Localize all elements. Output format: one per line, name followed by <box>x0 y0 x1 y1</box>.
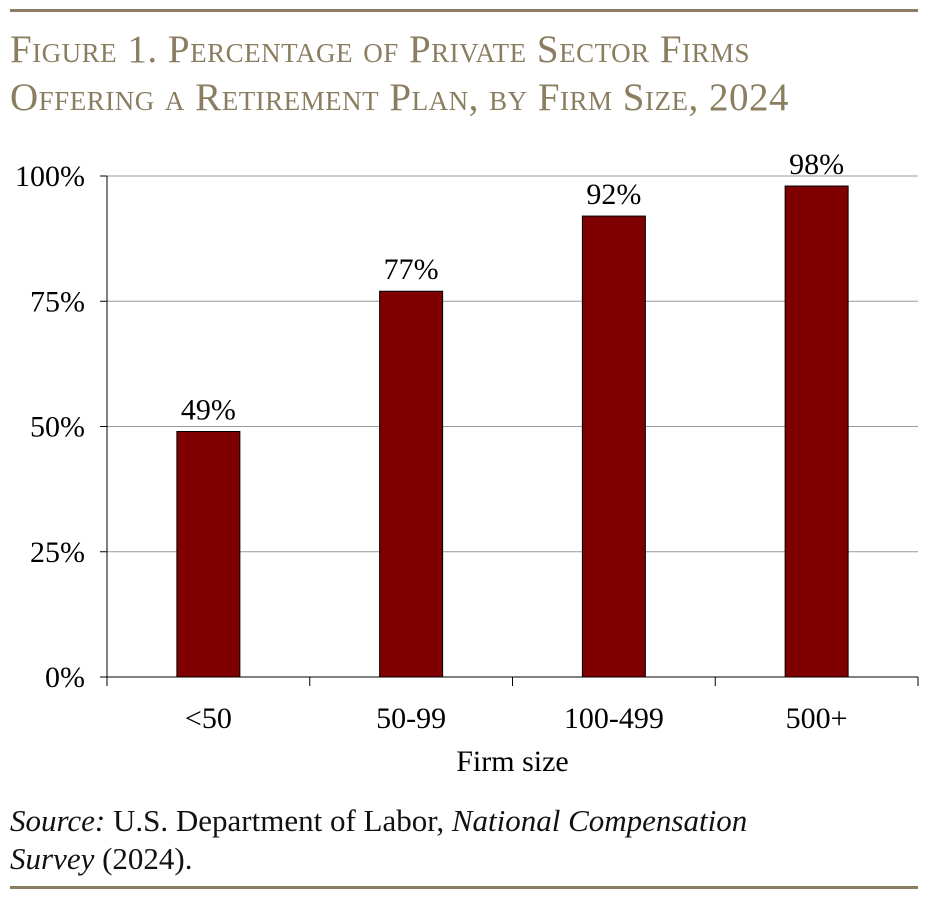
data-label: 92% <box>586 178 641 211</box>
figure-title-line-2: Offering a Retirement Plan, by Firm Size… <box>10 76 789 119</box>
data-label: 77% <box>384 253 439 286</box>
y-tick-label: 100% <box>15 160 85 193</box>
x-tick-label: 100-499 <box>564 702 664 735</box>
data-label: 49% <box>181 394 236 427</box>
y-tick-label: 25% <box>30 536 85 569</box>
y-tick-label: 50% <box>30 411 85 444</box>
y-tick-label: 75% <box>30 285 85 318</box>
labels: 49% <50 77% 50-99 92% 100-499 98% 500+ Firm size <box>181 148 848 778</box>
source-note: Source: U.S. Department of Labor, Nation… <box>10 802 918 878</box>
bar <box>176 431 241 678</box>
gridlines <box>107 175 918 553</box>
data-label: 98% <box>789 148 844 181</box>
bottom-rule <box>10 886 918 889</box>
y-tick-label: 0% <box>45 661 85 694</box>
figure-title: Figure 1. Percentage of Private Sector F… <box>10 26 918 122</box>
x-axis-title: Firm size <box>456 745 569 778</box>
source-label: Source: <box>10 803 106 838</box>
x-tick-label: 50-99 <box>376 702 446 735</box>
bars <box>176 185 849 678</box>
chart-container: 0% 25% 50% 75% 100% 49% <50 77% 50-99 92% 100-499… <box>0 140 928 790</box>
source-publication-1: National Compensation <box>451 803 748 838</box>
axes: 0% 25% 50% 75% 100% <box>15 160 919 694</box>
source-text-1: U.S. Department of Labor, <box>105 803 452 838</box>
x-tick-label: <50 <box>185 702 232 735</box>
x-tick-label: 500+ <box>786 702 848 735</box>
top-rule <box>10 9 918 12</box>
bar <box>581 215 646 678</box>
source-text-2: (2024). <box>94 841 193 876</box>
bar <box>379 290 444 678</box>
figure-title-line-1: Figure 1. Percentage of Private Sector F… <box>10 28 751 71</box>
bar <box>784 185 849 678</box>
bar-chart: 0% 25% 50% 75% 100% 49% <50 77% 50-99 92% 100-499… <box>15 148 919 778</box>
source-publication-2: Survey <box>10 841 95 876</box>
